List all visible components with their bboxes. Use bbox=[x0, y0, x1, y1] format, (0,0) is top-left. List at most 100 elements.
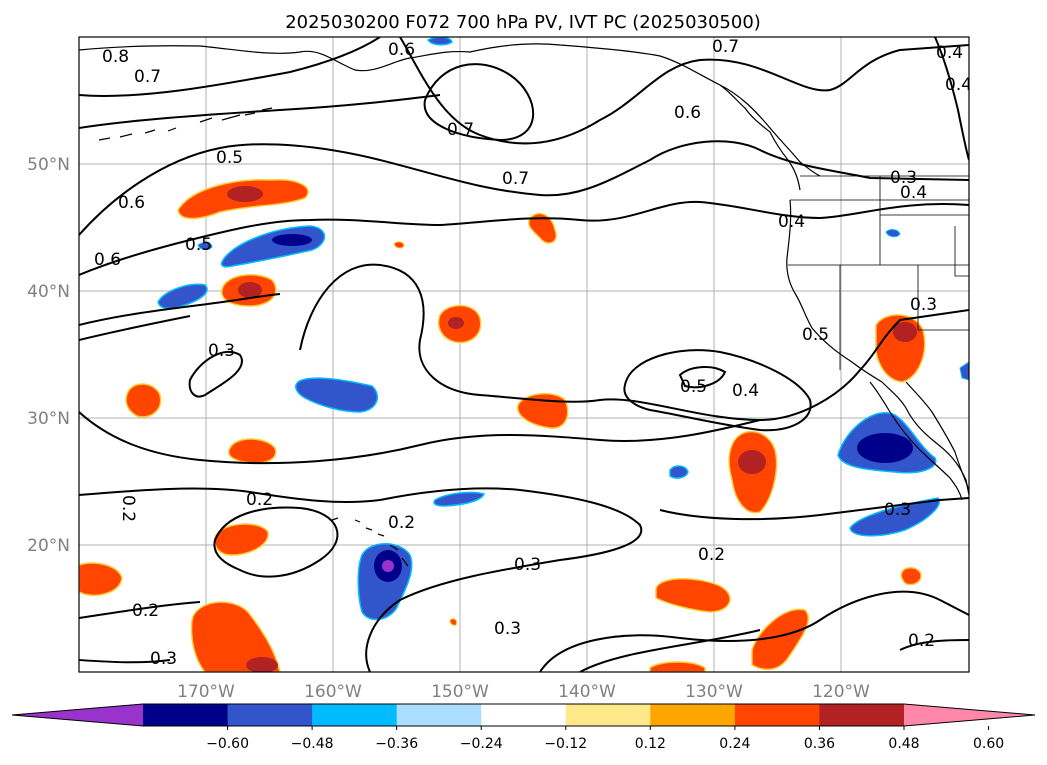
colorbar-segment bbox=[565, 704, 651, 726]
contour-label: 0.4 bbox=[732, 381, 759, 401]
colorbar-segment bbox=[227, 704, 313, 726]
contour-label: 0.7 bbox=[502, 169, 529, 189]
contour-label: 0.3 bbox=[910, 295, 937, 315]
map-content: 0.8 0.7 0.6 0.7 0.6 0.7 0.4 0.5 0.7 0.6 … bbox=[79, 37, 969, 672]
contour-label: 0.5 bbox=[802, 325, 829, 345]
negative-anomalies bbox=[157, 37, 969, 621]
contour-label: 0.7 bbox=[134, 67, 161, 87]
lat-axis-labels: 50°N 40°N 30°N 20°N bbox=[27, 155, 70, 556]
contour-label: 0.3 bbox=[890, 168, 917, 188]
anomaly-negative bbox=[849, 497, 940, 537]
lon-label: 150°W bbox=[431, 682, 489, 702]
contour bbox=[934, 37, 969, 161]
lon-label: 160°W bbox=[304, 682, 362, 702]
contour-label: 0.2 bbox=[388, 513, 415, 533]
contour bbox=[623, 349, 812, 432]
borders bbox=[788, 175, 969, 370]
anomaly-negative bbox=[295, 377, 379, 413]
contour bbox=[79, 140, 969, 236]
contour-label: 0.6 bbox=[94, 250, 121, 270]
contour bbox=[79, 293, 281, 326]
contour bbox=[79, 315, 191, 341]
colorbar-segment bbox=[734, 704, 820, 726]
lat-label: 30°N bbox=[27, 409, 70, 429]
anomaly-positive-core bbox=[227, 186, 263, 202]
colorbar-segment bbox=[396, 704, 482, 726]
colorbar-segment bbox=[312, 704, 398, 726]
contour-label: 0.5 bbox=[185, 235, 212, 255]
anomaly-negative-core bbox=[857, 433, 913, 463]
anomaly-positive bbox=[649, 661, 706, 672]
state-lines bbox=[788, 176, 969, 370]
map-frame bbox=[78, 36, 970, 673]
map-title: 2025030200 F072 700 hPa PV, IVT PC (2025… bbox=[285, 12, 761, 33]
anomaly-positive bbox=[528, 212, 557, 244]
anomaly-positive-core bbox=[238, 282, 262, 298]
contour-label: 0.2 bbox=[246, 490, 273, 510]
contour-label: 0.6 bbox=[388, 40, 415, 60]
contour-label: 0.2 bbox=[698, 545, 725, 565]
contour-label: 0.4 bbox=[936, 43, 963, 63]
anomaly-positive bbox=[393, 241, 405, 249]
coastlines bbox=[79, 43, 969, 567]
contour-label: 0.4 bbox=[778, 212, 805, 232]
lon-axis-labels: 170°W 160°W 150°W 140°W 130°W 120°W bbox=[177, 682, 870, 702]
anomaly-positive bbox=[79, 562, 123, 596]
contour-label: 0.6 bbox=[118, 193, 145, 213]
contour-label: 0.2 bbox=[132, 601, 159, 621]
anomaly-negative bbox=[669, 465, 689, 479]
baja-peninsula bbox=[869, 381, 963, 501]
contour bbox=[79, 94, 441, 129]
contour bbox=[188, 350, 243, 398]
contour bbox=[79, 37, 381, 97]
contour-label: 0.5 bbox=[680, 377, 707, 397]
contour bbox=[399, 37, 969, 145]
lon-label: 140°W bbox=[558, 682, 616, 702]
contour bbox=[79, 411, 761, 465]
anomaly-negative-core bbox=[272, 234, 312, 246]
contour bbox=[579, 629, 761, 672]
lon-label: 120°W bbox=[812, 682, 870, 702]
contour-label: 0.4 bbox=[900, 183, 927, 203]
colorbar-extend-low bbox=[12, 704, 143, 726]
colorbar-tick-label: 0.12 bbox=[635, 736, 666, 752]
anomaly-negative-peak bbox=[382, 560, 394, 572]
colorbar-extend-high bbox=[904, 704, 1035, 726]
colorbar-tick-label: −0.48 bbox=[291, 736, 334, 752]
colorbar-segment bbox=[650, 704, 736, 726]
contour bbox=[79, 601, 201, 619]
bc-coast bbox=[719, 84, 801, 191]
colorbar-tick-label: 0.24 bbox=[719, 736, 750, 752]
colorbar-tick-label: 0.60 bbox=[973, 736, 1004, 752]
lon-label: 170°W bbox=[177, 682, 235, 702]
lat-label: 40°N bbox=[27, 282, 70, 302]
hawaii-islands bbox=[331, 517, 409, 567]
anomaly-positive-core bbox=[246, 657, 278, 672]
colorbar-segment bbox=[143, 704, 229, 726]
contour bbox=[79, 200, 969, 276]
mexico-coast bbox=[905, 381, 969, 491]
contour bbox=[79, 487, 643, 672]
alaska-coast bbox=[79, 43, 821, 177]
colorbar-tick-label: 0.48 bbox=[888, 736, 919, 752]
contour bbox=[423, 63, 535, 142]
contour-label: 0.2 bbox=[908, 631, 935, 651]
colorbar-tick-label: −0.36 bbox=[375, 736, 418, 752]
anomaly-positive bbox=[214, 523, 269, 556]
lon-label: 130°W bbox=[685, 682, 743, 702]
anomaly-positive bbox=[751, 608, 810, 671]
contour-label: 0.7 bbox=[712, 37, 739, 57]
contour-label: 0.8 bbox=[102, 47, 129, 67]
colorbar-segment bbox=[481, 704, 567, 726]
colorbar-ticks: −0.60 −0.48 −0.36 −0.24 −0.12 0.12 0.24 0.36 0.4… bbox=[206, 726, 1004, 752]
contour bbox=[79, 659, 171, 664]
anomaly-negative bbox=[959, 361, 969, 381]
anomaly-positive bbox=[655, 578, 731, 613]
lat-label: 20°N bbox=[27, 536, 70, 556]
contour-label: 0.3 bbox=[494, 619, 521, 639]
contour-label: 0.3 bbox=[208, 341, 235, 361]
alaska-islands bbox=[98, 107, 273, 141]
contour bbox=[213, 506, 339, 578]
anomaly-positive bbox=[900, 567, 922, 586]
contour-label: 0.3 bbox=[150, 649, 177, 669]
